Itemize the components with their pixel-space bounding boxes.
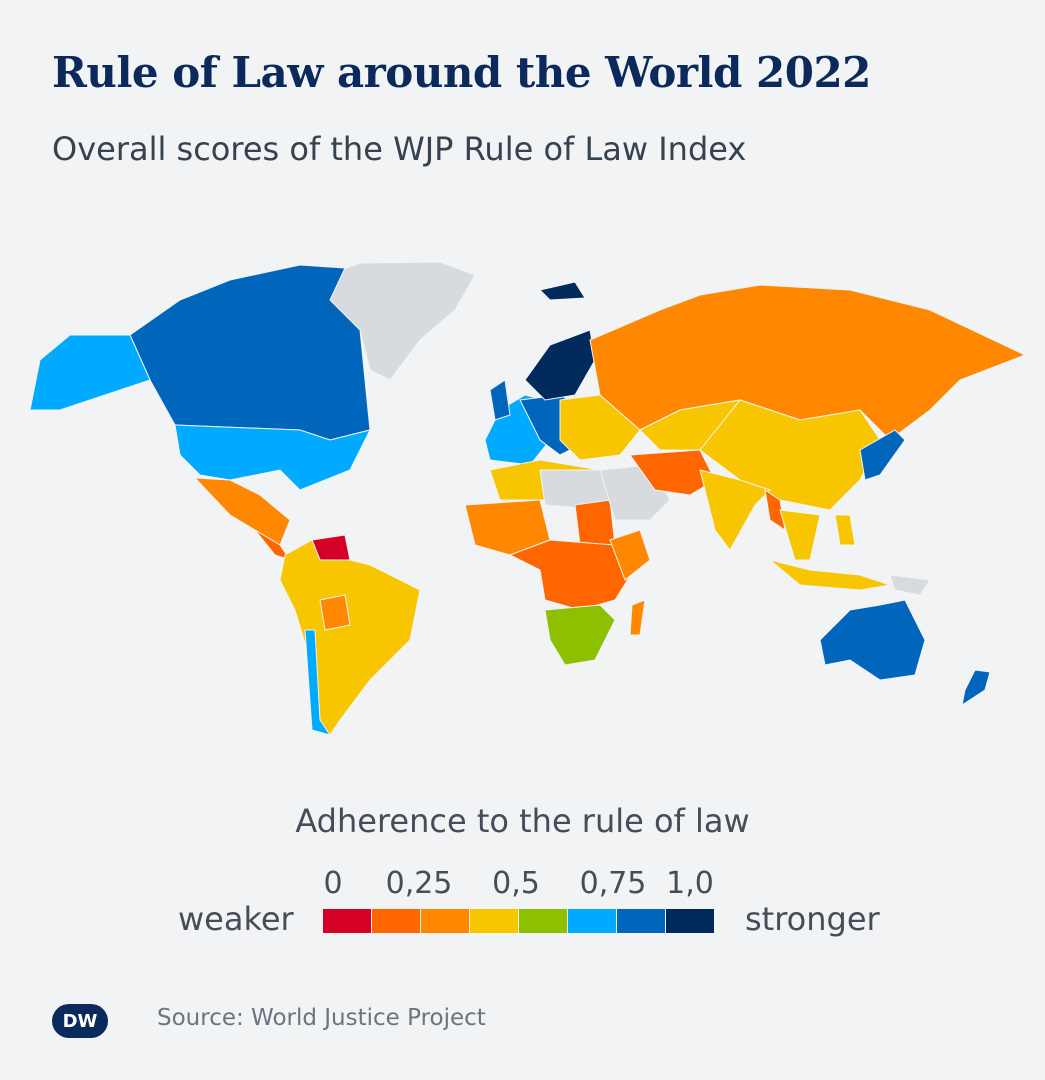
legend-swatch xyxy=(372,909,421,933)
region-russia xyxy=(589,284,1027,441)
legend-swatch xyxy=(519,909,568,933)
source-note: Source: World Justice Project xyxy=(157,1005,486,1031)
legend-color-scale xyxy=(323,909,715,933)
legend-swatch xyxy=(666,909,715,933)
region-new-guinea xyxy=(889,574,931,596)
legend-tick: 0,5 xyxy=(492,866,540,901)
region-central-africa xyxy=(508,539,641,611)
region-scandinavia xyxy=(524,329,596,401)
region-madagascar xyxy=(629,599,646,636)
dw-logo: DW xyxy=(52,1004,108,1038)
legend-tick: 0,75 xyxy=(579,866,647,901)
legend-swatch xyxy=(568,909,617,933)
region-myanmar xyxy=(764,488,786,532)
legend-high-label: stronger xyxy=(745,900,880,938)
dw-logo-text: DW xyxy=(62,1010,98,1032)
region-sudan xyxy=(574,499,616,546)
region-usa xyxy=(174,424,371,491)
region-east-africa xyxy=(609,529,651,581)
region-australia xyxy=(819,599,926,681)
region-indonesia xyxy=(769,559,891,591)
region-japan-korea xyxy=(859,429,906,481)
legend-swatch xyxy=(470,909,519,933)
legend-tick: 0,25 xyxy=(385,866,453,901)
chart-subtitle: Overall scores of the WJP Rule of Law In… xyxy=(52,130,747,168)
region-new-zealand xyxy=(961,669,991,707)
region-bolivia xyxy=(319,594,351,631)
legend-swatch xyxy=(421,909,470,933)
legend-swatch xyxy=(617,909,666,933)
legend-swatch xyxy=(323,909,372,933)
region-svalbard xyxy=(539,281,586,301)
chart-title: Rule of Law around the World 2022 xyxy=(52,48,871,97)
region-iran-afghanistan xyxy=(629,449,716,496)
region-india xyxy=(699,469,771,551)
legend-tick: 1,0 xyxy=(666,866,714,901)
region-uk xyxy=(489,379,511,421)
legend-low-label: weaker xyxy=(178,900,294,938)
region-philippines xyxy=(834,514,856,546)
region-alaska xyxy=(29,334,151,411)
region-mexico xyxy=(193,477,291,546)
region-chile xyxy=(304,629,332,736)
region-se-asia xyxy=(779,509,821,561)
legend-title: Adherence to the rule of law xyxy=(295,802,750,840)
region-southern-africa xyxy=(544,604,616,666)
region-canada xyxy=(129,264,371,441)
legend-tick: 0 xyxy=(323,866,343,901)
world-map xyxy=(29,261,1027,736)
region-south-america xyxy=(279,539,421,736)
